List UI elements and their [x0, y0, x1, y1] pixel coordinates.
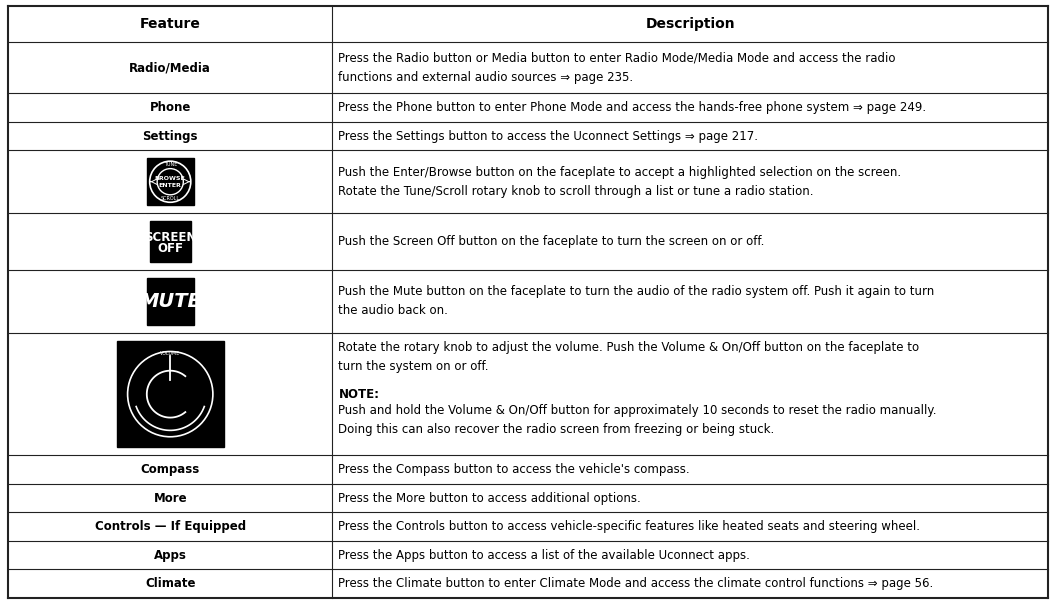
Text: OFF: OFF	[157, 243, 184, 255]
Text: NOTE:: NOTE:	[339, 388, 379, 401]
Text: Push the Screen Off button on the faceplate to turn the screen on or off.: Push the Screen Off button on the facepl…	[339, 235, 765, 248]
Text: SCREEN: SCREEN	[144, 231, 196, 244]
Bar	[147, 158, 193, 205]
Text: Push and hold the Volume & On/Off button for approximately 10 seconds to reset t: Push and hold the Volume & On/Off button…	[339, 404, 937, 436]
Text: BROWSE: BROWSE	[155, 176, 186, 181]
Text: MUTE: MUTE	[139, 292, 202, 311]
Bar	[147, 278, 193, 325]
Text: ENTER: ENTER	[158, 183, 182, 188]
Text: Press the Controls button to access vehicle-specific features like heated seats : Press the Controls button to access vehi…	[339, 520, 921, 533]
Text: Press the Compass button to access the vehicle's compass.: Press the Compass button to access the v…	[339, 463, 691, 476]
Text: Press the Settings button to access the Uconnect Settings ⇒ page 217.: Press the Settings button to access the …	[339, 129, 758, 143]
Text: SCROLL: SCROLL	[161, 196, 180, 201]
Text: Apps: Apps	[154, 549, 187, 562]
Text: Compass: Compass	[140, 463, 200, 476]
Text: Press the More button to access additional options.: Press the More button to access addition…	[339, 492, 641, 504]
Bar	[150, 221, 191, 262]
Text: Push the Enter/Browse button on the faceplate to accept a highlighted selection : Push the Enter/Browse button on the face…	[339, 166, 902, 197]
Text: Controls — If Equipped: Controls — If Equipped	[95, 520, 246, 533]
Text: Feature: Feature	[139, 17, 201, 31]
Text: Radio/Media: Radio/Media	[129, 61, 211, 74]
Text: Phone: Phone	[150, 101, 191, 114]
Text: Climate: Climate	[145, 577, 195, 590]
Text: More: More	[153, 492, 187, 504]
Bar	[117, 341, 224, 447]
Text: Press the Radio button or Media button to enter Radio Mode/Media Mode and access: Press the Radio button or Media button t…	[339, 52, 895, 84]
Text: TUNE: TUNE	[164, 163, 177, 167]
Text: Press the Phone button to enter Phone Mode and access the hands-free phone syste: Press the Phone button to enter Phone Mo…	[339, 101, 926, 114]
Text: Press the Apps button to access a list of the available Uconnect apps.: Press the Apps button to access a list o…	[339, 549, 751, 562]
Text: Rotate the rotary knob to adjust the volume. Push the Volume & On/Off button on : Rotate the rotary knob to adjust the vol…	[339, 341, 920, 373]
Text: Push the Mute button on the faceplate to turn the audio of the radio system off.: Push the Mute button on the faceplate to…	[339, 285, 935, 317]
Text: Settings: Settings	[143, 129, 197, 143]
Text: Press the Climate button to enter Climate Mode and access the climate control fu: Press the Climate button to enter Climat…	[339, 577, 934, 590]
Text: VOLUME: VOLUME	[161, 351, 181, 356]
Text: Description: Description	[645, 17, 735, 31]
